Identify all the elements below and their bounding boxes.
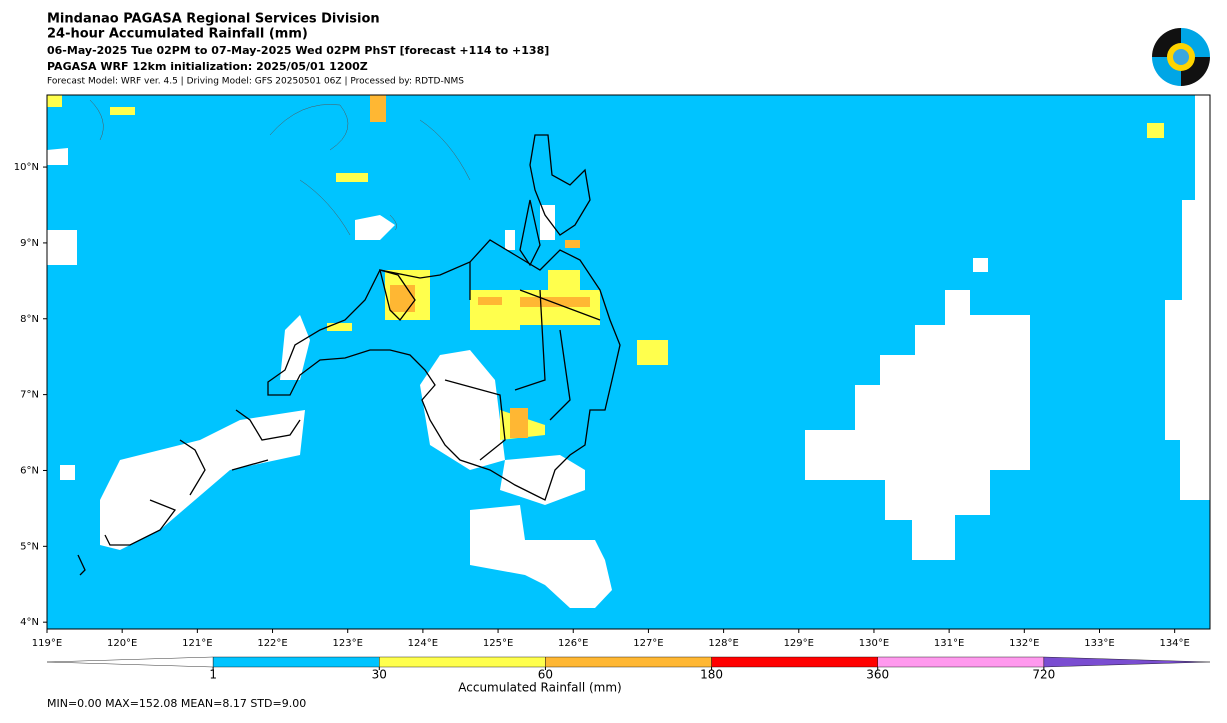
y-tick-label: 10°N xyxy=(14,162,39,173)
colorbar-tick-label: 1 xyxy=(209,668,217,682)
map xyxy=(46,94,1211,630)
colorbar-segment xyxy=(877,656,1045,668)
x-tick-label: 133°E xyxy=(1084,638,1114,649)
x-tick-label: 122°E xyxy=(257,638,287,649)
colorbar-tick-label: 60 xyxy=(538,668,553,682)
colorbar-segment xyxy=(1043,656,1211,668)
x-tick-label: 120°E xyxy=(107,638,137,649)
colorbar-segment xyxy=(212,656,380,668)
x-tick-label: 123°E xyxy=(333,638,363,649)
header-init: PAGASA WRF 12km initialization: 2025/05/… xyxy=(47,60,368,73)
colorbar-segment xyxy=(711,656,878,668)
colorbar-label: Accumulated Rainfall (mm) xyxy=(458,681,621,695)
header-subtitle: 24-hour Accumulated Rainfall (mm) xyxy=(47,27,308,42)
logo xyxy=(1152,28,1210,86)
header-title: Mindanao PAGASA Regional Services Divisi… xyxy=(47,12,380,27)
rain-60-180 xyxy=(370,95,590,438)
y-tick-label: 4°N xyxy=(20,617,39,628)
x-tick-label: 131°E xyxy=(934,638,964,649)
x-tick-label: 121°E xyxy=(182,638,212,649)
x-tick-label: 128°E xyxy=(708,638,738,649)
stats: MIN=0.00 MAX=152.08 MEAN=8.17 STD=9.00 xyxy=(47,697,306,710)
x-tick-label: 125°E xyxy=(483,638,513,649)
colorbar-segment xyxy=(379,656,546,668)
colorbar-segment xyxy=(545,656,712,668)
y-tick-label: 5°N xyxy=(20,541,39,552)
colorbar-tick-label: 360 xyxy=(866,668,889,682)
y-tick-label: 7°N xyxy=(20,390,39,401)
y-tick-label: 9°N xyxy=(20,238,39,249)
colorbar-tick-label: 180 xyxy=(700,668,723,682)
header-period: 06-May-2025 Tue 02PM to 07-May-2025 Wed … xyxy=(47,44,549,57)
y-tick-label: 6°N xyxy=(20,465,39,476)
colorbar-tick-label: 720 xyxy=(1032,668,1055,682)
x-tick-label: 130°E xyxy=(859,638,889,649)
x-tick-label: 119°E xyxy=(32,638,62,649)
x-tick-label: 132°E xyxy=(1009,638,1039,649)
x-tick-label: 127°E xyxy=(633,638,663,649)
map-frame xyxy=(46,94,1211,630)
x-tick-label: 124°E xyxy=(408,638,438,649)
colorbar-tick-label: 30 xyxy=(372,668,387,682)
colorbar-segment xyxy=(46,656,214,668)
header-model: Forecast Model: WRF ver. 4.5 | Driving M… xyxy=(47,77,464,87)
y-tick-label: 8°N xyxy=(20,314,39,325)
x-tick-label: 129°E xyxy=(784,638,814,649)
x-tick-label: 126°E xyxy=(558,638,588,649)
x-tick-label: 134°E xyxy=(1159,638,1189,649)
coastlines xyxy=(77,99,621,576)
rain-field xyxy=(47,95,1210,629)
